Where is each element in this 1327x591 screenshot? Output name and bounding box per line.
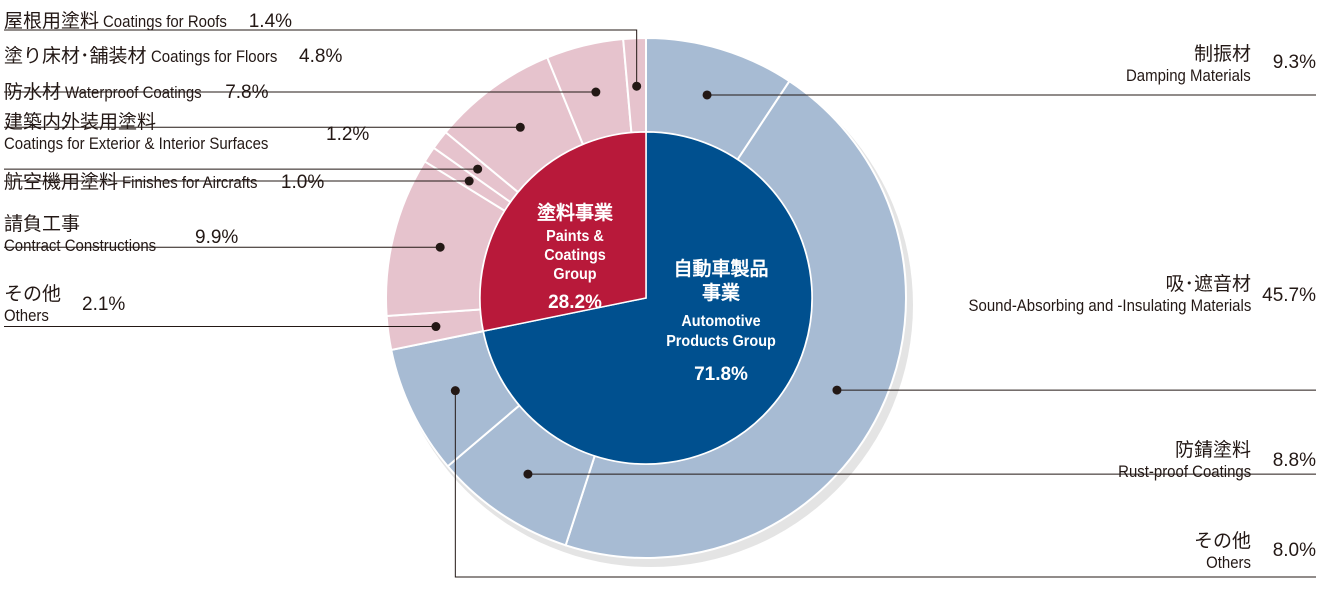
label-sound: 吸･遮音材 Sound-Absorbing and -Insulating Ma… <box>930 274 1251 316</box>
label-floors-en: Coatings for Floors <box>150 47 278 66</box>
inner-label-automotive: 自動車製品事業 Automotive Products Group 71.8% <box>651 258 791 386</box>
label-auto-others: その他 Others <box>1194 531 1251 573</box>
inner-label-automotive-value: 71.8% <box>694 364 748 385</box>
label-sound-ja: 吸･遮音材 <box>1165 274 1251 295</box>
leader-dot-9 <box>591 87 601 97</box>
leader-dot-5 <box>435 242 445 252</box>
label-floors-ja: 塗り床材･舗装材 <box>4 46 147 67</box>
label-roofs-value: 1.4% <box>248 11 293 32</box>
label-exterior-interior-ja: 建築内外装用塗料 <box>4 112 157 133</box>
label-sound-en: Sound-Absorbing and -Insulating Material… <box>968 296 1251 315</box>
inner-label-paints-ja: 塗料事業 <box>536 203 613 224</box>
label-aircrafts-ja: 航空機用塗料 <box>4 172 119 193</box>
label-waterproof-en: Waterproof Coatings <box>65 83 203 102</box>
label-damping-ja: 制振材 <box>1193 44 1251 65</box>
leader-dot-8 <box>515 122 525 132</box>
label-paints-others-ja: その他 <box>4 284 62 305</box>
label-exterior-interior-en: Coatings for Exterior & Interior Surface… <box>4 134 269 153</box>
label-rustproof-value: 8.8% <box>1272 450 1316 471</box>
label-aircrafts-en: Finishes for Aircrafts <box>122 173 258 192</box>
label-floors-value: 4.8% <box>299 46 343 67</box>
label-rustproof-ja: 防錆塗料 <box>1174 440 1251 461</box>
leader-dot-2 <box>523 469 533 479</box>
label-aircrafts-value: 1.0% <box>280 172 325 193</box>
label-contract-ja: 請負工事 <box>4 214 81 235</box>
label-rustproof-en: Rust-proof Coatings <box>1117 462 1251 481</box>
label-roofs: 屋根用塗料 Coatings for Roofs 1.4% <box>4 6 292 33</box>
leader-dot-4 <box>431 322 441 332</box>
inner-label-automotive-en: Automotive Products Group <box>666 313 776 350</box>
inner-label-paints-en: Paints & Coatings Group <box>544 228 606 283</box>
label-paints-others: その他 Others <box>4 284 61 326</box>
label-roofs-ja: 屋根用塗料 <box>4 11 100 32</box>
leader-dot-3 <box>450 386 460 396</box>
label-damping-en: Damping Materials <box>1126 66 1251 85</box>
leader-line-10 <box>4 29 638 87</box>
label-auto-others-en: Others <box>1206 553 1251 572</box>
label-auto-others-ja: その他 <box>1193 531 1251 552</box>
leader-dot-0 <box>702 90 712 100</box>
label-paints-others-en: Others <box>4 306 49 325</box>
label-waterproof-value: 7.8% <box>225 82 269 103</box>
label-paints-others-value: 2.1% <box>82 294 126 315</box>
leader-dot-1 <box>832 385 842 395</box>
label-aircrafts: 航空機用塗料 Finishes for Aircrafts 1.0% <box>4 167 324 194</box>
label-rustproof: 防錆塗料 Rust-proof Coatings <box>1100 440 1251 482</box>
label-contract-value: 9.9% <box>195 227 239 248</box>
label-sound-value: 45.7% <box>1262 285 1316 306</box>
inner-slice-1 <box>479 131 647 333</box>
label-damping: 制振材 Damping Materials <box>1109 44 1251 86</box>
leader-line-3 <box>454 390 1316 578</box>
leader-dot-7 <box>473 164 483 174</box>
label-waterproof: 防水材 Waterproof Coatings 7.8% <box>4 77 269 104</box>
label-exterior-interior: 建築内外装用塗料 Coatings for Exterior & Interio… <box>4 112 304 154</box>
leader-dot-10 <box>632 81 642 91</box>
inner-label-automotive-ja: 自動車製品事業 <box>673 259 769 304</box>
inner-label-paints-value: 28.2% <box>548 292 602 313</box>
leader-dot-6 <box>464 176 474 186</box>
label-roofs-en: Coatings for Roofs <box>103 12 228 31</box>
label-contract-en: Contract Constructions <box>4 236 157 255</box>
inner-slice-0 <box>482 131 813 465</box>
label-waterproof-ja: 防水材 <box>4 82 62 103</box>
label-auto-others-value: 8.0% <box>1272 540 1316 561</box>
inner-label-paints: 塗料事業 Paints & Coatings Group 28.2% <box>500 198 650 314</box>
label-floors: 塗り床材･舗装材 Coatings for Floors 4.8% <box>4 41 342 68</box>
label-contract: 請負工事 Contract Constructions <box>4 214 177 256</box>
label-damping-value: 9.3% <box>1272 52 1316 73</box>
label-exterior-interior-value: 1.2% <box>326 124 370 145</box>
